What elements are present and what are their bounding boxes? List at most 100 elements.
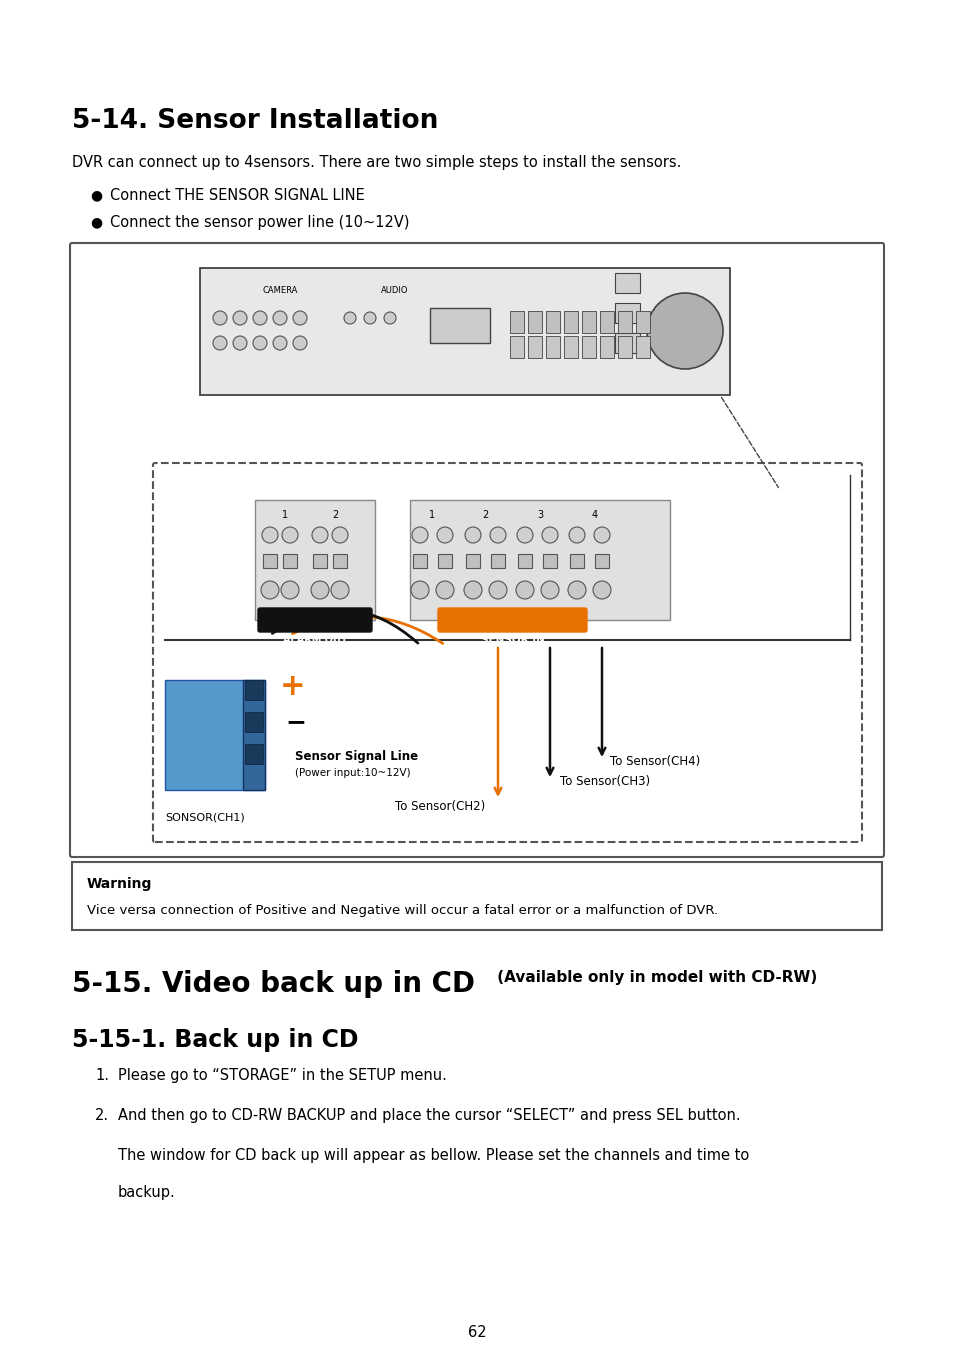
Text: 2.: 2. <box>95 1108 109 1123</box>
Bar <box>615 273 639 293</box>
Bar <box>545 336 559 358</box>
Text: 4: 4 <box>591 509 598 520</box>
Bar <box>563 311 578 332</box>
Bar <box>636 311 649 332</box>
Circle shape <box>463 581 481 598</box>
Bar <box>618 336 631 358</box>
Text: (Available only in model with CD-RW): (Available only in model with CD-RW) <box>492 970 817 985</box>
Circle shape <box>594 527 609 543</box>
Circle shape <box>293 311 307 326</box>
Bar <box>581 311 596 332</box>
Bar <box>618 311 631 332</box>
Text: Vice versa connection of Positive and Negative will occur a fatal error or a mal: Vice versa connection of Positive and Ne… <box>87 904 718 917</box>
Circle shape <box>540 581 558 598</box>
Bar <box>254 500 375 620</box>
Bar <box>510 336 523 358</box>
Bar <box>263 554 276 567</box>
Circle shape <box>331 581 349 598</box>
Bar <box>245 680 263 700</box>
Circle shape <box>311 581 329 598</box>
Bar <box>569 554 583 567</box>
Bar <box>599 311 614 332</box>
Bar <box>517 554 532 567</box>
FancyArrowPatch shape <box>598 647 605 754</box>
Circle shape <box>282 527 297 543</box>
Circle shape <box>567 581 585 598</box>
Bar <box>465 554 479 567</box>
Circle shape <box>517 527 533 543</box>
FancyBboxPatch shape <box>152 463 862 842</box>
Bar <box>165 680 265 790</box>
Text: SONSOR(CH1): SONSOR(CH1) <box>165 812 245 821</box>
Circle shape <box>411 581 429 598</box>
Circle shape <box>262 527 277 543</box>
Text: 5-15-1. Back up in CD: 5-15-1. Back up in CD <box>71 1028 358 1052</box>
Circle shape <box>253 336 267 350</box>
Circle shape <box>464 527 480 543</box>
Text: ●: ● <box>90 215 102 230</box>
Bar <box>243 680 265 790</box>
Circle shape <box>364 312 375 324</box>
FancyBboxPatch shape <box>257 608 372 632</box>
Circle shape <box>436 581 454 598</box>
Bar <box>527 336 541 358</box>
Circle shape <box>312 527 328 543</box>
Text: Connect the sensor power line (10~12V): Connect the sensor power line (10~12V) <box>110 215 409 230</box>
Text: ALARM OUT: ALARM OUT <box>282 635 347 644</box>
Bar <box>245 712 263 732</box>
Bar <box>245 744 263 765</box>
Bar <box>545 311 559 332</box>
Text: 1: 1 <box>282 509 288 520</box>
Circle shape <box>293 336 307 350</box>
Bar <box>615 303 639 323</box>
Text: 2: 2 <box>481 509 488 520</box>
Text: backup.: backup. <box>118 1185 175 1200</box>
Text: 2: 2 <box>332 509 337 520</box>
Bar <box>510 311 523 332</box>
Circle shape <box>281 581 298 598</box>
Circle shape <box>253 311 267 326</box>
Text: 1: 1 <box>429 509 435 520</box>
Text: 3: 3 <box>537 509 542 520</box>
Bar <box>333 554 347 567</box>
Circle shape <box>568 527 584 543</box>
Bar <box>437 554 452 567</box>
Bar <box>563 336 578 358</box>
Text: And then go to CD-RW BACKUP and place the cursor “SELECT” and press SEL button.: And then go to CD-RW BACKUP and place th… <box>118 1108 740 1123</box>
FancyArrowPatch shape <box>546 647 553 774</box>
Bar <box>581 336 596 358</box>
Text: The window for CD back up will appear as bellow. Please set the channels and tim: The window for CD back up will appear as… <box>118 1148 748 1163</box>
Bar <box>71 862 882 929</box>
Circle shape <box>384 312 395 324</box>
Text: 5-14. Sensor Installation: 5-14. Sensor Installation <box>71 108 438 134</box>
Circle shape <box>213 311 227 326</box>
FancyBboxPatch shape <box>70 243 883 857</box>
Circle shape <box>273 336 287 350</box>
Text: To Sensor(CH4): To Sensor(CH4) <box>609 755 700 767</box>
Bar <box>200 267 729 394</box>
Text: ●: ● <box>90 188 102 203</box>
Bar <box>636 336 649 358</box>
Bar <box>615 332 639 353</box>
Bar <box>410 500 669 620</box>
Bar <box>313 554 327 567</box>
Text: Sensor Signal Line: Sensor Signal Line <box>294 750 417 763</box>
Text: SENSOR IN: SENSOR IN <box>480 635 544 644</box>
Bar <box>283 554 296 567</box>
Bar <box>595 554 608 567</box>
Circle shape <box>541 527 558 543</box>
Circle shape <box>233 311 247 326</box>
Text: To Sensor(CH3): To Sensor(CH3) <box>559 775 649 788</box>
Circle shape <box>233 336 247 350</box>
Text: AUDIO: AUDIO <box>381 286 408 295</box>
Text: +: + <box>280 671 305 701</box>
Circle shape <box>332 527 348 543</box>
Circle shape <box>593 581 610 598</box>
Text: 62: 62 <box>467 1325 486 1340</box>
Text: 5-15. Video back up in CD: 5-15. Video back up in CD <box>71 970 475 998</box>
Circle shape <box>261 581 278 598</box>
Text: −: − <box>285 711 306 734</box>
Text: To Sensor(CH2): To Sensor(CH2) <box>395 800 485 813</box>
Bar <box>542 554 557 567</box>
Circle shape <box>436 527 453 543</box>
